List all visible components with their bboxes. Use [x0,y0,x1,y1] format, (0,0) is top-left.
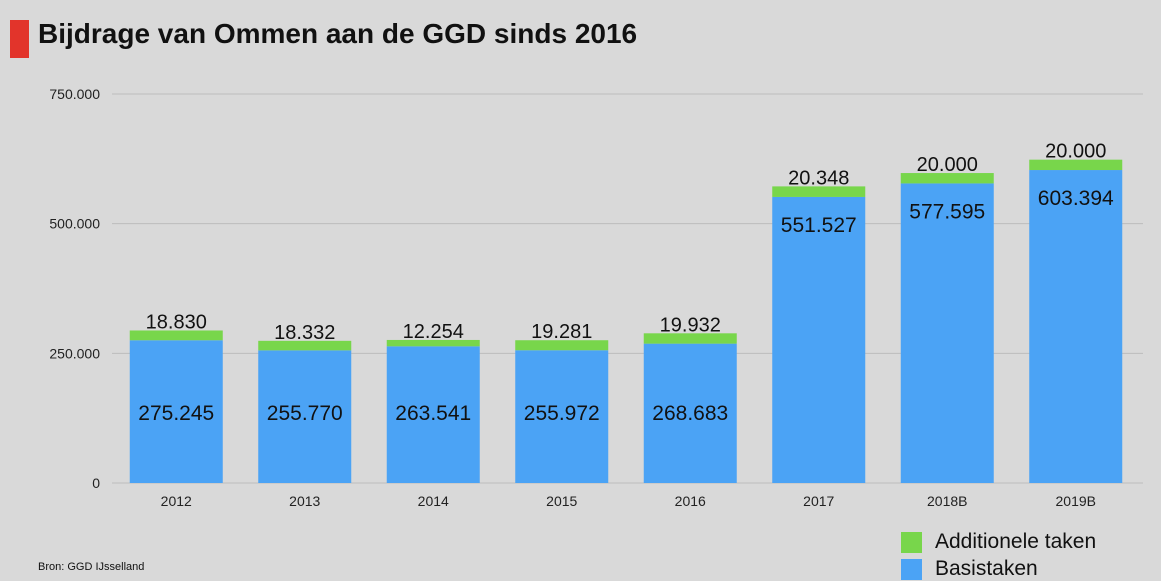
data-label-basistaken: 268.683 [652,402,728,425]
bar-additionele-taken [643,333,737,344]
data-label-additionele-taken: 18.830 [146,311,207,333]
data-label-additionele-taken: 20.348 [788,167,849,189]
data-label-additionele-taken: 18.332 [274,322,335,344]
y-tick-label: 250.000 [49,345,100,361]
x-tick-label: 2017 [803,493,834,509]
bar-basistaken [515,350,609,483]
bar-basistaken [386,346,480,483]
data-label-additionele-taken: 19.932 [660,314,721,336]
x-tick-label: 2014 [418,493,449,509]
x-tick-label: 2015 [546,493,577,509]
bar-basistaken [1029,170,1123,483]
data-label-basistaken: 255.770 [267,402,343,425]
data-label-additionele-taken: 20.000 [917,154,978,176]
y-tick-label: 750.000 [49,86,100,102]
data-label-basistaken: 263.541 [395,402,471,425]
bar-additionele-taken [900,173,994,184]
legend-label-basis: Basistaken [935,557,1038,580]
bar-additionele-taken [1029,159,1123,171]
data-label-basistaken: 275.245 [138,402,214,425]
x-tick-label: 2012 [161,493,192,509]
bar-additionele-taken [386,339,480,347]
y-tick-label: 500.000 [49,216,100,232]
bar-additionele-taken [129,330,223,341]
x-tick-label: 2016 [675,493,706,509]
source-note: Bron: GGD IJsselland [38,561,145,573]
bar-additionele-taken [772,186,866,197]
bar-basistaken [772,196,866,483]
chart-title: Bijdrage van Ommen aan de GGD sinds 2016 [38,18,638,49]
legend-swatch-basis [901,558,922,580]
legend-item-additionele: Additionele taken [901,530,1097,553]
y-tick-label: 0 [92,475,100,491]
data-label-basistaken: 551.527 [781,214,857,237]
data-label-additionele-taken: 20.000 [1045,141,1106,163]
bar-basistaken [643,343,737,483]
bar-additionele-taken [258,340,352,351]
x-tick-label: 2018B [927,493,967,509]
bar-basistaken [258,350,352,483]
data-label-additionele-taken: 19.281 [531,321,592,343]
data-label-basistaken: 255.972 [524,402,600,425]
legend-item-basis: Basistaken [901,557,1038,580]
x-tick-label: 2019B [1056,493,1096,509]
data-label-basistaken: 603.394 [1038,187,1114,210]
bar-basistaken [129,340,223,483]
bar-basistaken [900,183,994,484]
title-accent-bar [10,20,29,58]
bar-additionele-taken [515,340,609,351]
legend-swatch-additionele [901,531,922,553]
legend-label-additionele: Additionele taken [935,530,1097,553]
data-label-additionele-taken: 12.254 [403,321,464,343]
x-tick-label: 2013 [289,493,320,509]
data-label-basistaken: 577.595 [909,200,985,223]
